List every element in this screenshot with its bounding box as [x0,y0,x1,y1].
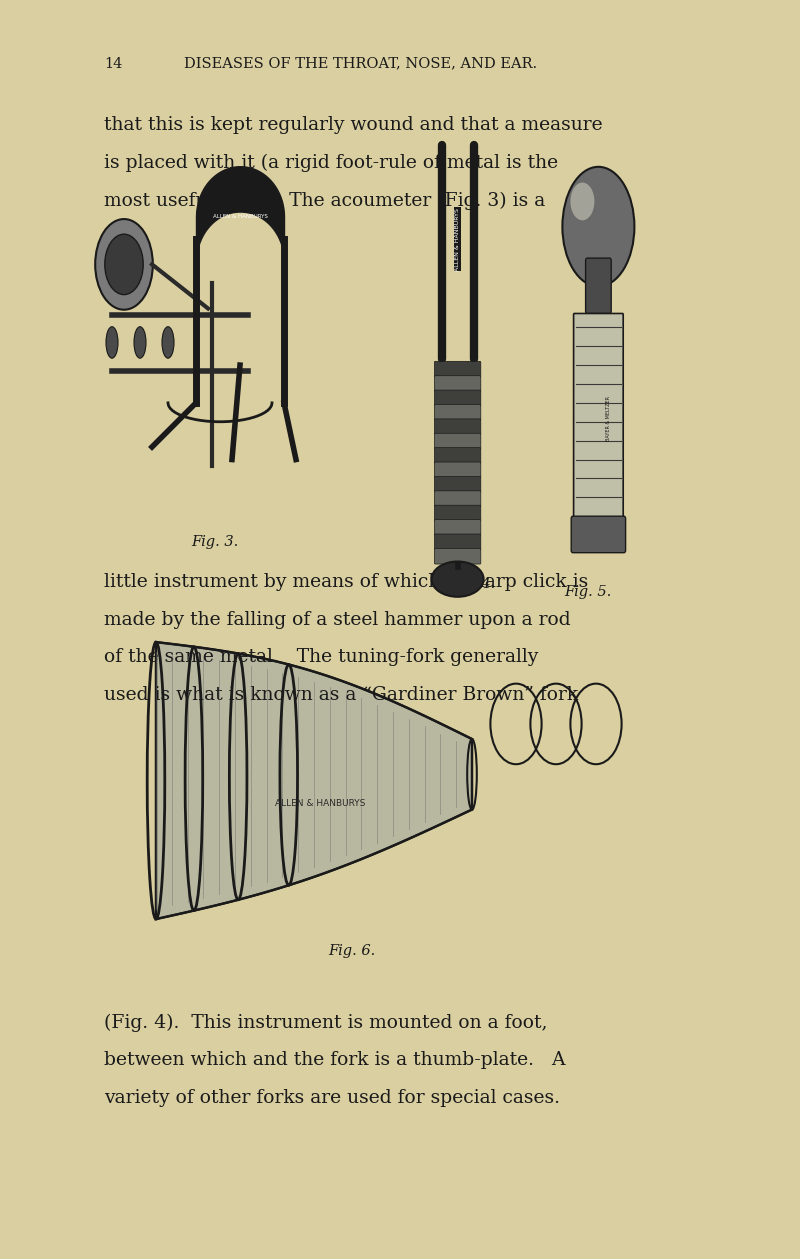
FancyBboxPatch shape [434,549,481,564]
Text: DISEASES OF THE THROAT, NOSE, AND EAR.: DISEASES OF THE THROAT, NOSE, AND EAR. [184,57,537,71]
Ellipse shape [106,327,118,358]
Text: is placed with it (a rigid foot-rule of metal is the: is placed with it (a rigid foot-rule of … [104,154,558,171]
FancyBboxPatch shape [434,404,481,421]
FancyBboxPatch shape [434,491,481,506]
Text: ALLEN & HANBURYS: ALLEN & HANBURYS [455,208,460,271]
FancyBboxPatch shape [434,361,481,376]
FancyBboxPatch shape [571,516,626,553]
FancyBboxPatch shape [434,448,481,463]
Ellipse shape [95,219,153,310]
FancyBboxPatch shape [586,258,611,313]
Ellipse shape [105,234,143,295]
Ellipse shape [432,562,483,597]
Ellipse shape [562,167,634,287]
FancyBboxPatch shape [434,375,481,392]
Text: Fig. 4.: Fig. 4. [448,577,496,590]
Text: (Fig. 4).  This instrument is mounted on a foot,: (Fig. 4). This instrument is mounted on … [104,1013,547,1031]
Text: most useful form).  The acoumeter (Fig. 3) is a: most useful form). The acoumeter (Fig. 3… [104,191,546,209]
FancyBboxPatch shape [434,419,481,434]
Ellipse shape [134,327,146,358]
Text: of the same metal.   The tuning-fork generally: of the same metal. The tuning-fork gener… [104,648,538,666]
Polygon shape [156,642,472,919]
FancyBboxPatch shape [434,534,481,550]
Text: little instrument by means of which a sharp click is: little instrument by means of which a sh… [104,573,588,590]
Text: 14: 14 [104,57,122,71]
Text: Fig. 5.: Fig. 5. [564,585,612,599]
Text: that this is kept regularly wound and that a measure: that this is kept regularly wound and th… [104,116,602,133]
Text: between which and the fork is a thumb-plate.   A: between which and the fork is a thumb-pl… [104,1051,566,1069]
Text: BAYER & MELTZER: BAYER & MELTZER [606,397,610,441]
Text: Fig. 6.: Fig. 6. [328,944,376,958]
Ellipse shape [162,327,174,358]
Text: ALLEN & HANBURYS: ALLEN & HANBURYS [213,214,267,219]
FancyBboxPatch shape [434,433,481,449]
Text: made by the falling of a steel hammer upon a rod: made by the falling of a steel hammer up… [104,611,570,628]
FancyBboxPatch shape [434,390,481,405]
Text: ALLEN & HANBURYS: ALLEN & HANBURYS [275,798,365,808]
FancyBboxPatch shape [434,505,481,521]
Text: variety of other forks are used for special cases.: variety of other forks are used for spec… [104,1089,560,1107]
Text: used is what is known as a “Gardiner Brown” fork: used is what is known as a “Gardiner Bro… [104,686,578,704]
FancyBboxPatch shape [434,520,481,535]
Ellipse shape [570,183,594,220]
FancyBboxPatch shape [574,313,623,524]
FancyBboxPatch shape [434,476,481,492]
Text: Fig. 3.: Fig. 3. [190,535,238,549]
FancyBboxPatch shape [434,462,481,477]
